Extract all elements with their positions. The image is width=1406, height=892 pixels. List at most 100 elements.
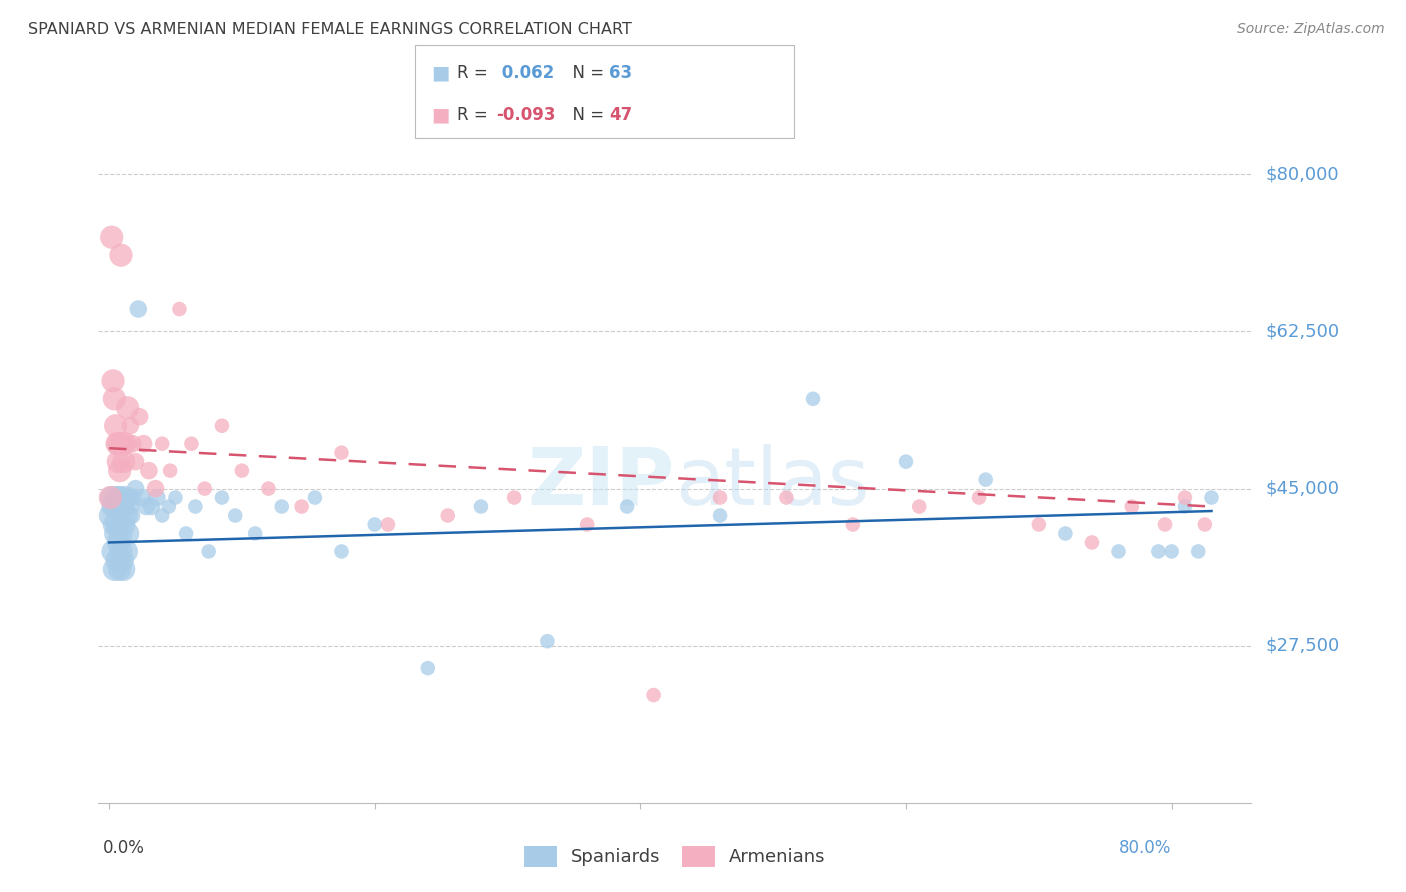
Point xyxy=(131,491,153,505)
Point xyxy=(974,473,997,487)
Point xyxy=(377,517,399,532)
Point xyxy=(231,464,253,478)
Point xyxy=(122,491,145,505)
Point xyxy=(118,491,141,505)
Point xyxy=(1028,517,1050,532)
Point xyxy=(104,526,127,541)
Point xyxy=(100,230,122,244)
Point xyxy=(120,418,142,433)
Point xyxy=(117,401,139,415)
Point xyxy=(180,436,202,450)
Point xyxy=(107,436,129,450)
Point xyxy=(211,491,233,505)
Point xyxy=(304,491,326,505)
Text: atlas: atlas xyxy=(675,443,869,522)
Point xyxy=(104,418,127,433)
Text: ZIP: ZIP xyxy=(527,443,675,522)
Point xyxy=(108,491,131,505)
Point xyxy=(159,464,181,478)
Point xyxy=(135,500,157,514)
Point xyxy=(122,436,145,450)
Point xyxy=(124,482,146,496)
Point xyxy=(103,517,125,532)
Text: N =: N = xyxy=(562,106,610,124)
Point xyxy=(150,508,173,523)
Point xyxy=(101,374,124,388)
Point xyxy=(643,688,665,702)
Point xyxy=(1081,535,1104,549)
Point xyxy=(1054,526,1077,541)
Point xyxy=(101,500,124,514)
Point xyxy=(1147,544,1170,558)
Point xyxy=(1160,544,1182,558)
Text: -0.093: -0.093 xyxy=(496,106,555,124)
Text: 47: 47 xyxy=(609,106,633,124)
Text: R =: R = xyxy=(457,63,494,82)
Point xyxy=(330,445,353,459)
Point xyxy=(101,544,124,558)
Text: Source: ZipAtlas.com: Source: ZipAtlas.com xyxy=(1237,22,1385,37)
Point xyxy=(184,500,207,514)
Point xyxy=(138,464,160,478)
Point xyxy=(103,562,125,576)
Point xyxy=(1108,544,1130,558)
Point xyxy=(115,508,138,523)
Point xyxy=(1187,544,1209,558)
Point xyxy=(1194,517,1216,532)
Point xyxy=(1121,500,1143,514)
Point xyxy=(270,500,292,514)
Legend: Spaniards, Armenians: Spaniards, Armenians xyxy=(517,838,832,874)
Text: $62,500: $62,500 xyxy=(1265,323,1340,341)
Point xyxy=(115,544,138,558)
Point xyxy=(112,562,135,576)
Point xyxy=(801,392,824,406)
Point xyxy=(709,491,731,505)
Point xyxy=(110,544,132,558)
Point xyxy=(224,508,246,523)
Point xyxy=(363,517,385,532)
Point xyxy=(908,500,931,514)
Point xyxy=(127,301,149,316)
Point xyxy=(165,491,187,505)
Point xyxy=(112,517,135,532)
Point xyxy=(436,508,458,523)
Point xyxy=(141,500,163,514)
Text: 0.0%: 0.0% xyxy=(103,838,145,856)
Point xyxy=(616,500,638,514)
Text: SPANIARD VS ARMENIAN MEDIAN FEMALE EARNINGS CORRELATION CHART: SPANIARD VS ARMENIAN MEDIAN FEMALE EARNI… xyxy=(28,22,631,37)
Point xyxy=(197,544,219,558)
Point xyxy=(775,491,797,505)
Point xyxy=(105,436,128,450)
Point xyxy=(104,500,127,514)
Point xyxy=(174,526,197,541)
Point xyxy=(100,508,122,523)
Point xyxy=(146,491,169,505)
Point xyxy=(132,436,155,450)
Point xyxy=(105,517,128,532)
Point xyxy=(110,526,132,541)
Point xyxy=(169,301,191,316)
Point xyxy=(194,482,217,496)
Text: ■: ■ xyxy=(432,105,450,124)
Point xyxy=(128,409,150,424)
Point xyxy=(111,500,134,514)
Point xyxy=(114,491,136,505)
Text: R =: R = xyxy=(457,106,494,124)
Text: $45,000: $45,000 xyxy=(1265,480,1340,498)
Point xyxy=(894,455,917,469)
Point xyxy=(105,491,128,505)
Point xyxy=(416,661,439,675)
Point xyxy=(124,455,146,469)
Point xyxy=(330,544,353,558)
Text: 80.0%: 80.0% xyxy=(1119,838,1171,856)
Point xyxy=(470,500,492,514)
Point xyxy=(108,562,131,576)
Point xyxy=(100,491,122,505)
Point xyxy=(108,464,131,478)
Point xyxy=(111,553,134,567)
Point xyxy=(111,436,134,450)
Text: 63: 63 xyxy=(609,63,631,82)
Point xyxy=(1154,517,1177,532)
Point xyxy=(709,508,731,523)
Point xyxy=(110,248,132,262)
